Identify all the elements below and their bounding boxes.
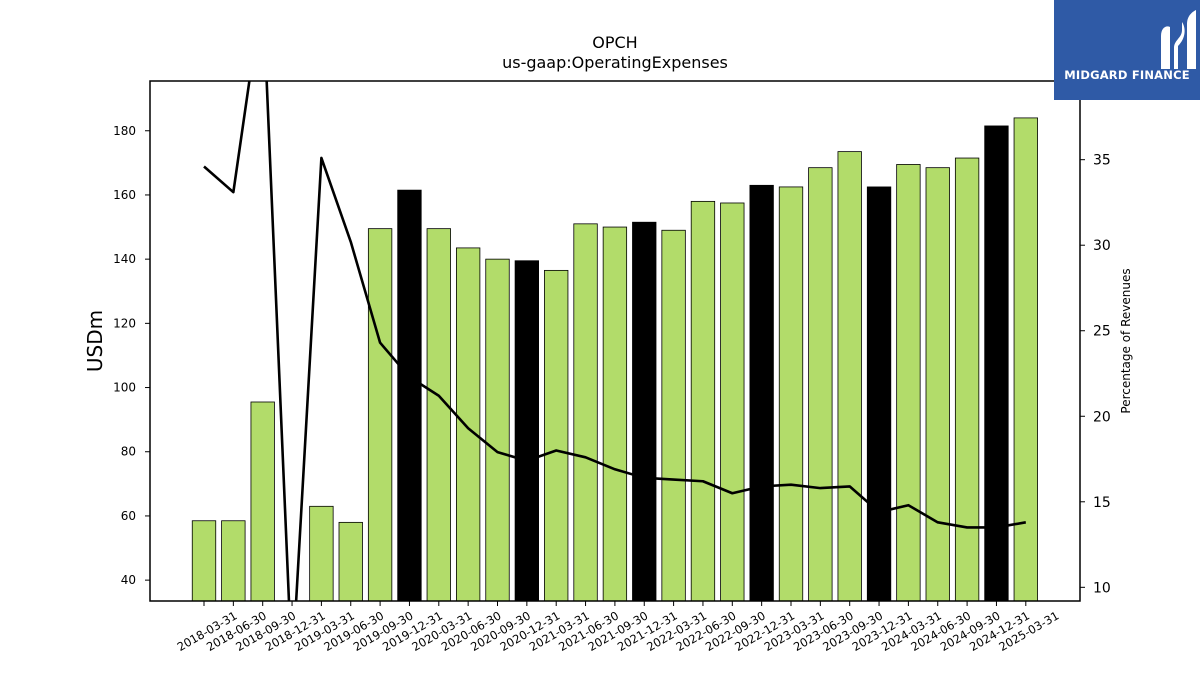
- bar-2021-12-31: [632, 221, 657, 602]
- bar-2018-06-30: [221, 520, 246, 602]
- y-tick-label: 140: [113, 252, 136, 266]
- y2-tick-label: 25: [1093, 324, 1111, 340]
- bar-2022-12-31: [749, 184, 774, 602]
- midgard-logo-icon: [1161, 10, 1196, 69]
- bar-2024-12-31: [984, 125, 1009, 602]
- y-tick-label: 160: [113, 188, 136, 202]
- bar-2019-12-31: [397, 189, 422, 602]
- bar-2023-09-30: [837, 151, 862, 602]
- y-tick-label: 40: [121, 573, 136, 587]
- bar-2024-09-30: [954, 157, 980, 602]
- bar-series: [191, 117, 1038, 602]
- bar-2020-03-31: [426, 228, 451, 602]
- bar-2021-09-30: [602, 226, 628, 602]
- bar-2022-06-30: [690, 200, 716, 602]
- bar-2022-09-30: [720, 202, 745, 602]
- y-axis-left: 40 60 80 100 120 140 160 180: [113, 124, 150, 587]
- y-axis-right: 10 15 20 25 30 35: [1080, 153, 1111, 596]
- chart-subtitle: us-gaap:OperatingExpenses: [502, 53, 728, 72]
- y2-tick-label: 30: [1093, 238, 1111, 254]
- bar-2024-03-31: [896, 164, 921, 602]
- x-axis: 2018-03-312018-06-302018-09-302018-12-31…: [175, 601, 1061, 654]
- bar-2020-09-30: [485, 258, 510, 602]
- y-tick-label: 120: [113, 316, 136, 330]
- bar-2025-03-31: [1013, 117, 1038, 602]
- y2-tick-label: 35: [1093, 153, 1111, 169]
- bar-2019-03-31: [309, 505, 334, 602]
- percentage-line: [203, 81, 1027, 601]
- bar-2021-06-30: [573, 223, 598, 602]
- bar-2021-03-31: [544, 269, 569, 602]
- bar-2018-09-30: [250, 401, 275, 602]
- bar-2019-09-30: [367, 228, 393, 602]
- bar-2020-06-30: [455, 247, 481, 602]
- midgard-finance-logo: MIDGARD FINANCE: [1054, 0, 1200, 100]
- y-tick-label: 100: [113, 381, 136, 395]
- y-axis-label: USDm: [83, 310, 107, 372]
- bar-2023-03-31: [778, 186, 804, 602]
- y-tick-label: 180: [113, 124, 136, 138]
- bar-2024-06-30: [925, 167, 950, 602]
- y2-tick-label: 10: [1093, 580, 1111, 596]
- y2-tick-label: 20: [1093, 409, 1111, 425]
- bar-2018-03-31: [191, 520, 217, 602]
- y-tick-label: 60: [121, 509, 136, 523]
- bar-2019-06-30: [338, 521, 363, 602]
- y2-axis-label: Percentage of Revenues: [1119, 268, 1133, 413]
- percentage-line-series: [203, 81, 1027, 601]
- bar-2023-06-30: [808, 167, 833, 602]
- y-tick-label: 80: [121, 445, 136, 459]
- bar-2022-03-31: [661, 229, 686, 602]
- chart-title: OPCH: [592, 33, 637, 52]
- bar-2023-12-31: [866, 186, 892, 602]
- logo-text: MIDGARD FINANCE: [1064, 68, 1190, 82]
- bar-2020-12-31: [514, 260, 539, 602]
- y2-tick-label: 15: [1093, 495, 1111, 511]
